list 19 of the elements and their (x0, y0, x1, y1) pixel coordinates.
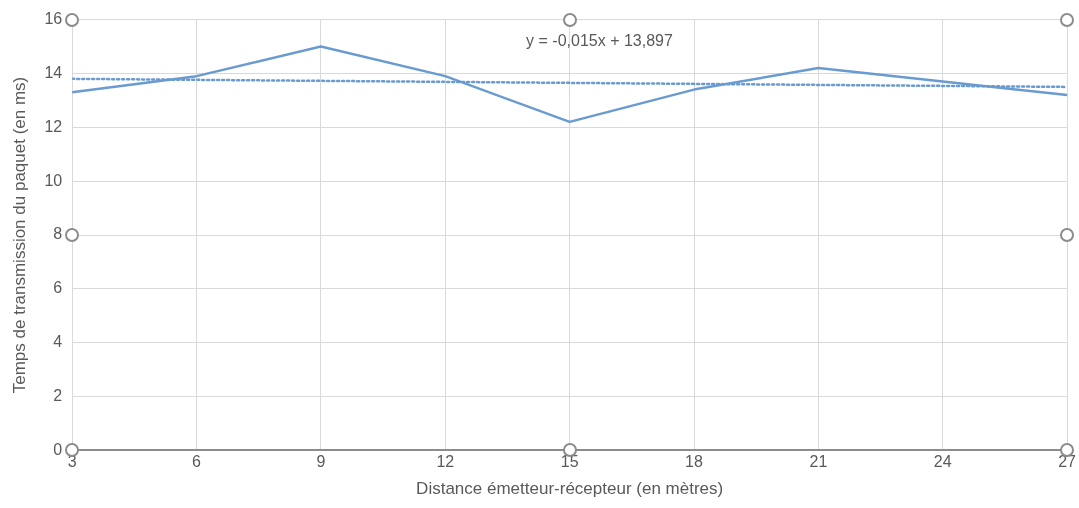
x-tick-label: 15 (560, 453, 579, 471)
y-axis-title: Temps de transmission du paquet (en ms) (9, 76, 29, 394)
annotation: y = -0,015x + 13,897 (526, 32, 673, 50)
x-tick-label: 6 (192, 453, 202, 471)
x-tick-label: 9 (316, 453, 326, 471)
y-tick-label: 0 (53, 440, 63, 458)
x-tick-label: 21 (809, 453, 828, 471)
x-tick-label: 18 (685, 453, 704, 471)
y-tick-label: 10 (44, 171, 63, 189)
y-tick-label: 6 (53, 279, 63, 297)
x-tick-label: 24 (933, 453, 952, 471)
y-tick-label: 4 (53, 333, 63, 351)
y-tick-label: 12 (44, 117, 63, 135)
y-tick-label: 2 (53, 386, 63, 404)
y-tick-label: 8 (53, 225, 63, 243)
x-tick-label: 12 (436, 453, 455, 471)
x-axis-title: Distance émetteur-récepteur (en mètres) (416, 479, 724, 499)
y-tick-label: 14 (44, 63, 63, 81)
y-tick-label: 16 (44, 10, 63, 28)
